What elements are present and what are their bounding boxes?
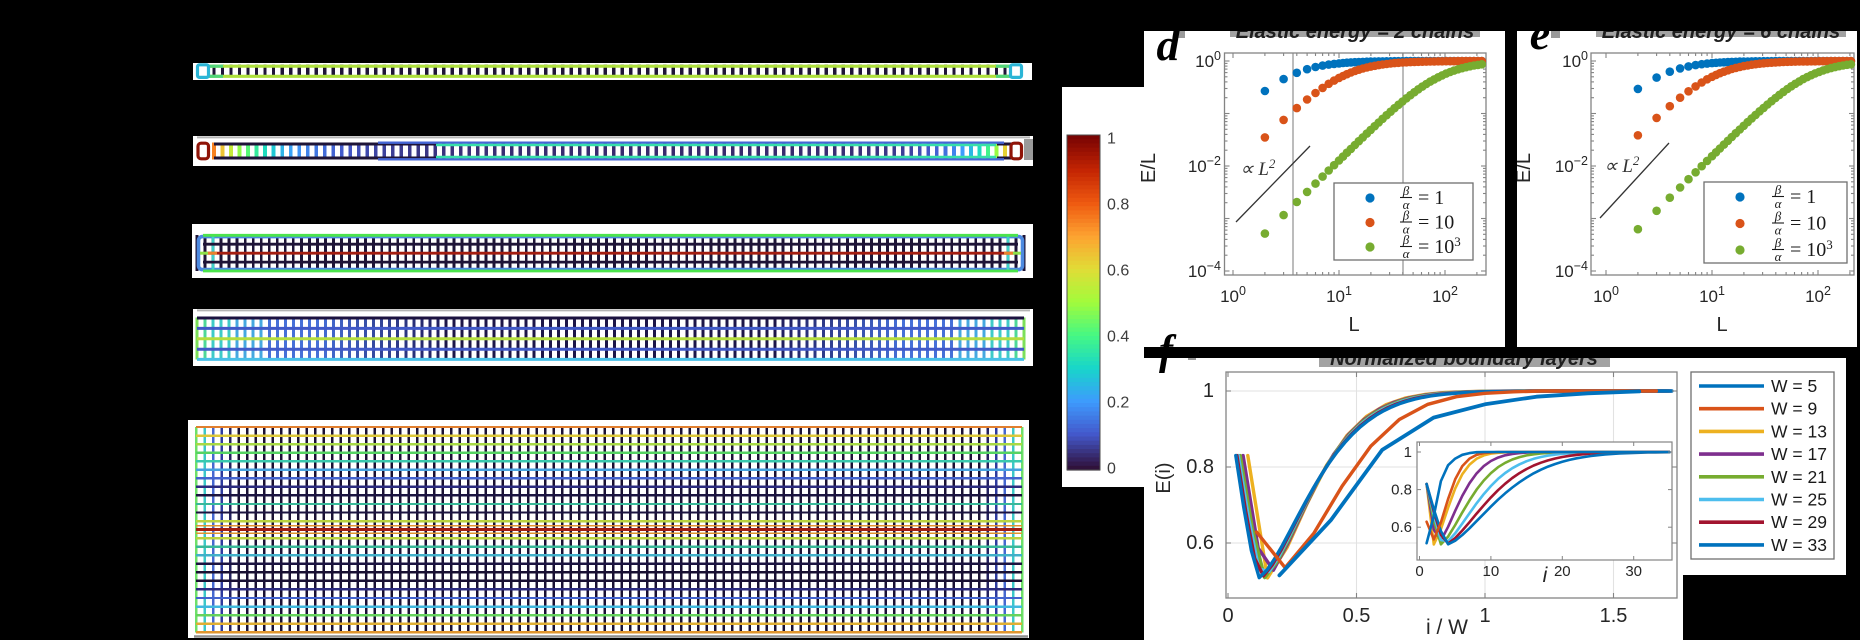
svg-text:1: 1 (1479, 605, 1490, 627)
svg-text:i: i (1543, 564, 1549, 587)
svg-text:= 103: = 103 (1418, 234, 1461, 258)
svg-text:1: 1 (1203, 380, 1214, 402)
svg-text:1: 1 (1404, 444, 1412, 461)
svg-text:W = 9: W = 9 (1771, 399, 1817, 419)
svg-text:α: α (1775, 249, 1783, 264)
svg-text:= 1: = 1 (1418, 187, 1444, 209)
svg-text:= 103: = 103 (1790, 237, 1833, 261)
svg-text:0.5: 0.5 (1343, 605, 1371, 627)
svg-text:α: α (1403, 197, 1411, 212)
svg-text:β: β (1774, 209, 1782, 224)
svg-text:β: β (1402, 183, 1410, 198)
svg-text:W = 25: W = 25 (1771, 490, 1827, 510)
svg-text:0.8: 0.8 (1391, 482, 1412, 499)
svg-text:0: 0 (1107, 461, 1116, 478)
svg-text:W = 17: W = 17 (1771, 444, 1827, 464)
svg-text:W = 5: W = 5 (1771, 376, 1817, 396)
svg-text:d: d (1157, 19, 1181, 70)
svg-text:α: α (1775, 223, 1783, 238)
svg-text:20: 20 (1554, 563, 1571, 580)
svg-text:W = 29: W = 29 (1771, 512, 1827, 532)
svg-text:β: β (1774, 182, 1782, 197)
svg-text:E/L: E/L (1138, 153, 1160, 183)
svg-text:α: α (1775, 196, 1783, 211)
svg-text:= 10: = 10 (1418, 212, 1454, 234)
svg-text:W = 33: W = 33 (1771, 535, 1827, 555)
svg-text:0: 0 (1415, 563, 1423, 580)
svg-text:0.6: 0.6 (1107, 263, 1129, 280)
svg-text:L: L (1348, 314, 1359, 336)
svg-text:= 1: = 1 (1790, 186, 1816, 208)
svg-text:= 10: = 10 (1790, 213, 1826, 235)
svg-text:α: α (1403, 246, 1411, 261)
svg-text:β: β (1402, 208, 1410, 223)
svg-text:1: 1 (1107, 131, 1116, 148)
svg-text:α: α (1403, 222, 1411, 237)
svg-text:W = 13: W = 13 (1771, 421, 1827, 441)
svg-text:0.2: 0.2 (1107, 395, 1129, 412)
svg-text:E/L: E/L (1513, 153, 1535, 183)
svg-text:β: β (1402, 232, 1410, 247)
svg-text:E(i): E(i) (1153, 462, 1175, 493)
svg-text:e: e (1530, 8, 1550, 59)
svg-text:β: β (1774, 235, 1782, 250)
svg-text:f: f (1159, 328, 1177, 374)
svg-text:W = 21: W = 21 (1771, 467, 1827, 487)
svg-text:0: 0 (1222, 605, 1233, 627)
svg-text:i / W: i / W (1426, 616, 1468, 639)
svg-text:0.6: 0.6 (1186, 532, 1214, 554)
svg-text:0.4: 0.4 (1107, 329, 1129, 346)
svg-text:0.6: 0.6 (1391, 519, 1412, 536)
svg-text:0.8: 0.8 (1186, 456, 1214, 478)
svg-text:1.5: 1.5 (1600, 605, 1628, 627)
svg-text:0.8: 0.8 (1107, 197, 1129, 214)
svg-text:30: 30 (1625, 563, 1642, 580)
svg-text:L: L (1716, 314, 1727, 336)
svg-text:10: 10 (1483, 563, 1500, 580)
